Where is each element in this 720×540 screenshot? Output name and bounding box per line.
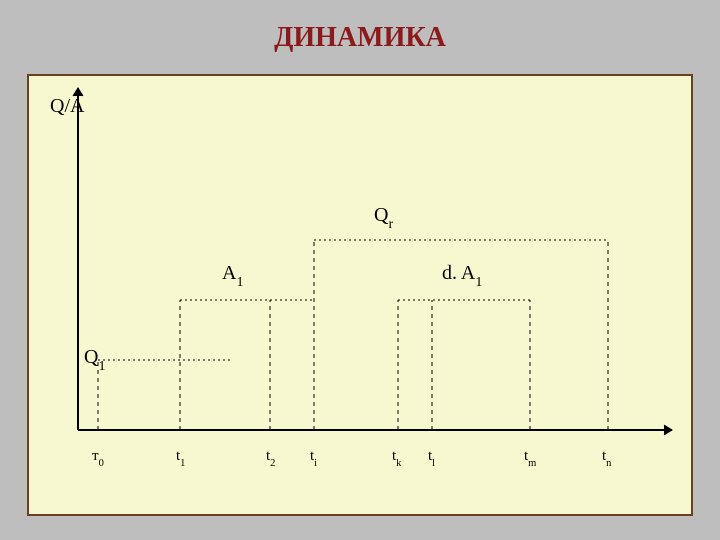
tick-label-4: tk: [392, 448, 401, 467]
x-axis-arrow: [664, 425, 672, 435]
tick-label-6: tm: [524, 448, 536, 467]
label-Q1: Q1: [84, 346, 105, 373]
y-axis-label: Q/A: [50, 95, 84, 118]
tick-label-7: tn: [602, 448, 611, 467]
tick-label-0: т0: [92, 448, 104, 467]
label-A1: A1: [222, 262, 243, 289]
tick-label-3: ti: [310, 448, 317, 467]
label-Qr: Qr: [374, 204, 393, 231]
tick-label-2: t2: [266, 448, 275, 467]
tick-label-5: tl: [428, 448, 435, 467]
tick-label-1: t1: [176, 448, 185, 467]
diagram-svg: [0, 0, 720, 540]
label-dA1: d. A1: [442, 262, 482, 289]
